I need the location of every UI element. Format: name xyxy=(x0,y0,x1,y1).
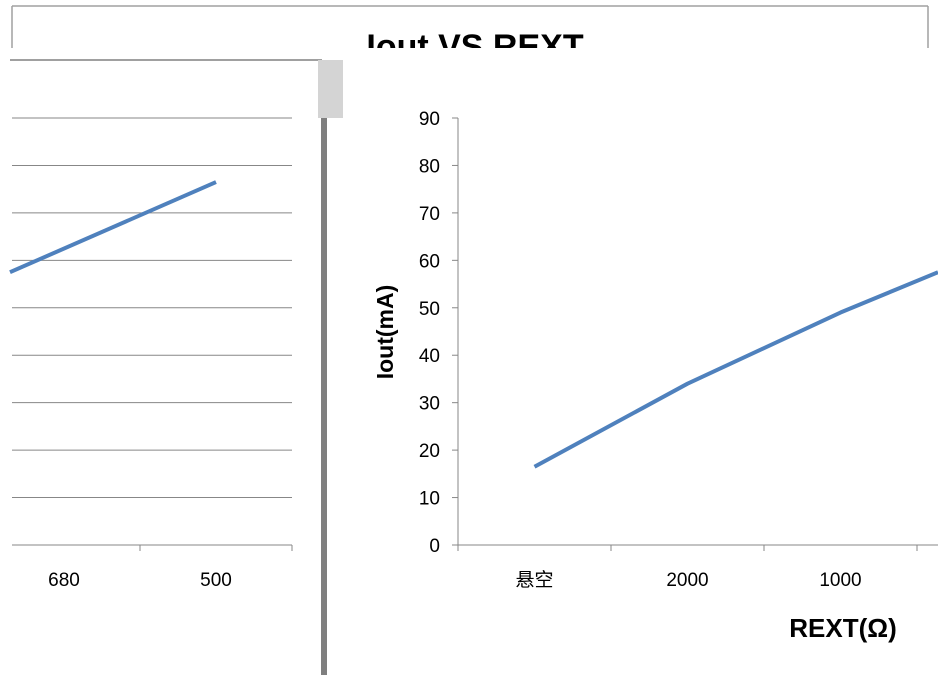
left-gridlines xyxy=(12,117,292,499)
right-y-tick-label: 10 xyxy=(419,489,440,510)
right-y-tick-label: 30 xyxy=(419,394,440,415)
y-axis-title: Iout(mA) xyxy=(372,285,398,380)
left-x-ticks xyxy=(139,545,293,551)
scrollbar-thumb[interactable] xyxy=(318,60,343,118)
right-y-tick-labels: 0 10 20 30 40 50 60 70 80 90 xyxy=(419,109,440,557)
right-y-ticks xyxy=(452,117,458,546)
chart-title-region: Iout VS REXT xyxy=(0,5,938,68)
right-y-tick-label: 70 xyxy=(419,204,440,225)
right-x-ticks xyxy=(457,545,918,551)
title-mask-right xyxy=(344,48,938,62)
right-y-tick-label: 50 xyxy=(419,299,440,320)
left-x-tick-label: 500 xyxy=(200,570,232,591)
right-y-tick-label: 60 xyxy=(419,251,440,272)
window-separator xyxy=(321,118,327,675)
right-y-tick-label: 90 xyxy=(419,109,440,130)
left-series-line xyxy=(9,180,217,275)
right-y-tick-label: 20 xyxy=(419,441,440,462)
title-mask-left xyxy=(0,48,340,62)
left-x-tick-label: 680 xyxy=(48,570,80,591)
right-x-tick-label: 2000 xyxy=(666,570,708,591)
right-y-tick-label: 0 xyxy=(429,536,440,557)
right-y-tick-label: 80 xyxy=(419,156,440,177)
right-x-tick-label: 悬空 xyxy=(515,569,553,591)
x-axis-title: REXT(Ω) xyxy=(789,613,897,643)
left-x-tick-labels: 680 500 xyxy=(48,570,232,591)
right-y-tick-label: 40 xyxy=(419,346,440,367)
right-x-tick-labels: 悬空 2000 1000 xyxy=(515,569,861,591)
right-x-tick-label: 1000 xyxy=(819,570,861,591)
left-chart-panel: 680 500 xyxy=(9,117,293,591)
right-series-line xyxy=(533,270,938,469)
